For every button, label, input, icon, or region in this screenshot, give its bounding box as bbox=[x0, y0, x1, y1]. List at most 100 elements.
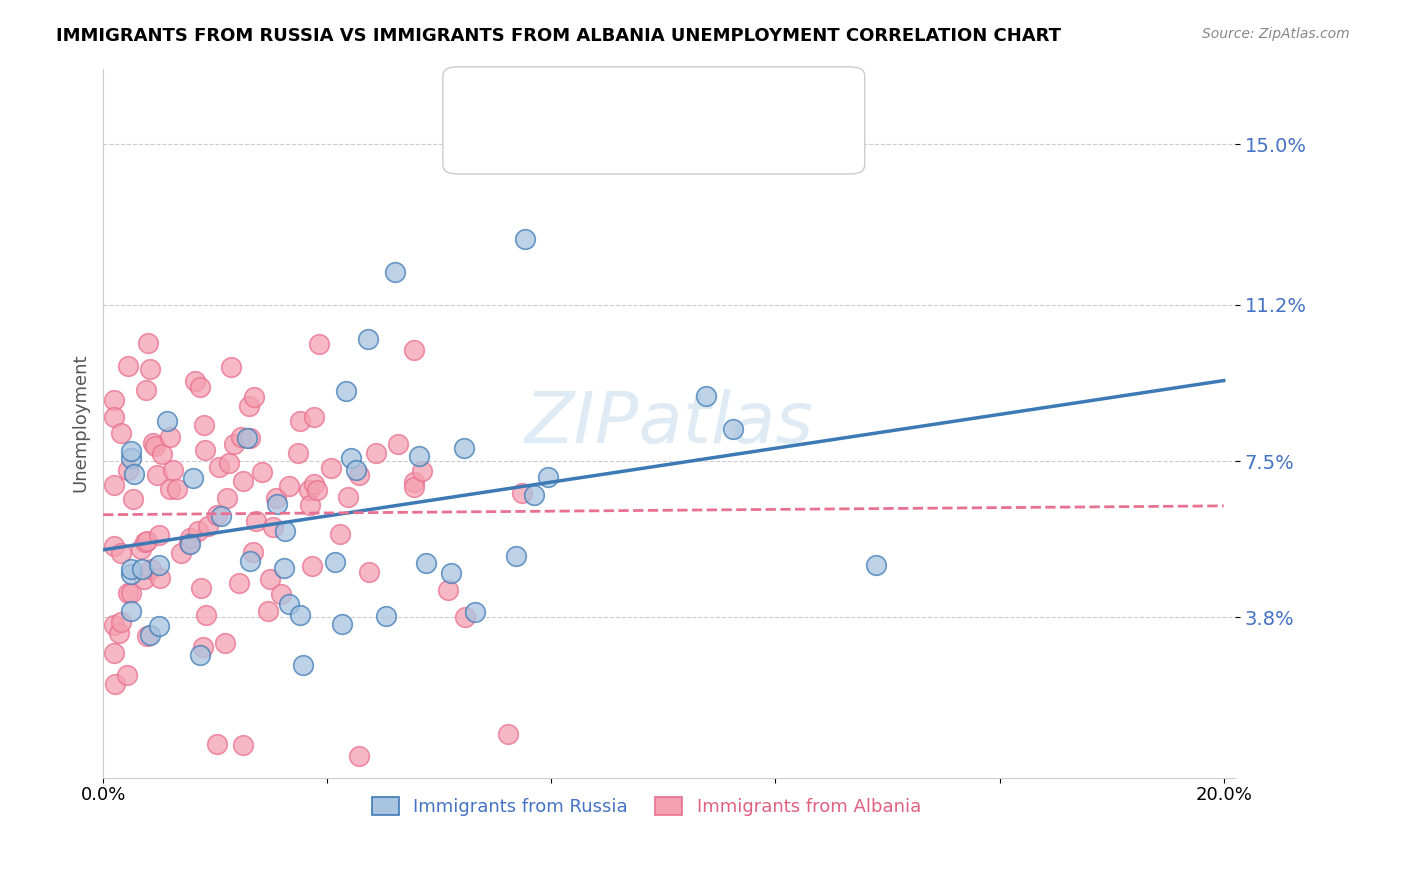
Point bbox=[408, 450, 430, 464]
Point bbox=[218, 457, 240, 471]
Point bbox=[117, 359, 139, 374]
Point bbox=[259, 572, 281, 586]
Point bbox=[134, 534, 156, 549]
Point bbox=[404, 480, 426, 494]
Point bbox=[148, 558, 170, 572]
Point bbox=[270, 587, 292, 601]
Point bbox=[120, 451, 142, 466]
Point bbox=[231, 430, 253, 444]
Point bbox=[298, 499, 321, 513]
Point bbox=[510, 486, 533, 500]
Point bbox=[301, 558, 323, 573]
Point bbox=[329, 526, 352, 541]
Point bbox=[523, 488, 546, 502]
Point bbox=[187, 524, 209, 538]
Point bbox=[411, 464, 433, 478]
Point bbox=[273, 561, 295, 575]
Point bbox=[103, 646, 125, 660]
Point bbox=[148, 527, 170, 541]
Point bbox=[865, 558, 887, 572]
Point bbox=[537, 470, 560, 484]
Point bbox=[131, 562, 153, 576]
Point bbox=[252, 465, 274, 479]
Point bbox=[120, 566, 142, 581]
Point bbox=[242, 545, 264, 559]
Point bbox=[148, 619, 170, 633]
Point bbox=[104, 677, 127, 691]
Point bbox=[359, 565, 381, 579]
Point bbox=[415, 556, 437, 570]
Point bbox=[143, 439, 166, 453]
Point bbox=[139, 627, 162, 641]
Point bbox=[179, 531, 201, 545]
Point bbox=[453, 442, 475, 456]
Point bbox=[287, 446, 309, 460]
Point bbox=[374, 608, 396, 623]
Point bbox=[498, 726, 520, 740]
Point bbox=[150, 447, 173, 461]
Point bbox=[695, 389, 717, 403]
Point bbox=[440, 566, 463, 580]
Point bbox=[347, 749, 370, 764]
Point bbox=[292, 657, 315, 672]
Point bbox=[349, 468, 371, 483]
Point bbox=[156, 414, 179, 428]
Point bbox=[103, 478, 125, 492]
Point bbox=[162, 463, 184, 477]
Point bbox=[232, 474, 254, 488]
Point bbox=[103, 539, 125, 553]
Point bbox=[330, 616, 353, 631]
Point bbox=[166, 482, 188, 496]
Text: Source: ZipAtlas.com: Source: ZipAtlas.com bbox=[1202, 27, 1350, 41]
Point bbox=[103, 392, 125, 407]
Point bbox=[190, 582, 212, 596]
Text: 20.0%: 20.0% bbox=[1195, 786, 1253, 804]
Point bbox=[117, 586, 139, 600]
Point bbox=[245, 514, 267, 528]
Point bbox=[323, 555, 346, 569]
Point bbox=[120, 444, 142, 458]
Point bbox=[290, 608, 312, 623]
Point bbox=[515, 232, 537, 246]
Point bbox=[194, 608, 217, 623]
Point bbox=[159, 482, 181, 496]
Point bbox=[193, 640, 215, 654]
Point bbox=[721, 422, 744, 436]
Point bbox=[120, 562, 142, 576]
Point bbox=[384, 264, 406, 278]
Point bbox=[243, 390, 266, 404]
Point bbox=[214, 636, 236, 650]
Point bbox=[235, 432, 257, 446]
Point bbox=[110, 426, 132, 441]
Point bbox=[193, 418, 215, 433]
Point bbox=[344, 463, 367, 477]
Point bbox=[207, 508, 229, 522]
Point bbox=[387, 437, 409, 451]
Point bbox=[217, 491, 239, 506]
Point bbox=[357, 332, 380, 346]
Point bbox=[108, 625, 131, 640]
Point bbox=[136, 629, 159, 643]
Point bbox=[139, 361, 162, 376]
Point bbox=[122, 491, 145, 506]
Point bbox=[321, 461, 343, 475]
Point bbox=[308, 337, 330, 351]
Point bbox=[103, 618, 125, 632]
Point bbox=[224, 437, 246, 451]
Point bbox=[120, 586, 142, 600]
Point bbox=[464, 605, 486, 619]
Point bbox=[188, 648, 211, 663]
Point bbox=[277, 478, 299, 492]
Point bbox=[136, 336, 159, 351]
Point bbox=[103, 409, 125, 424]
Point bbox=[142, 435, 165, 450]
Point bbox=[110, 615, 132, 629]
Point bbox=[239, 554, 262, 568]
Point bbox=[257, 603, 280, 617]
Point bbox=[188, 380, 211, 394]
Point bbox=[159, 430, 181, 444]
Text: ZIPatlas: ZIPatlas bbox=[524, 389, 814, 458]
Point bbox=[110, 547, 132, 561]
Point bbox=[117, 463, 139, 477]
Point bbox=[115, 668, 138, 682]
